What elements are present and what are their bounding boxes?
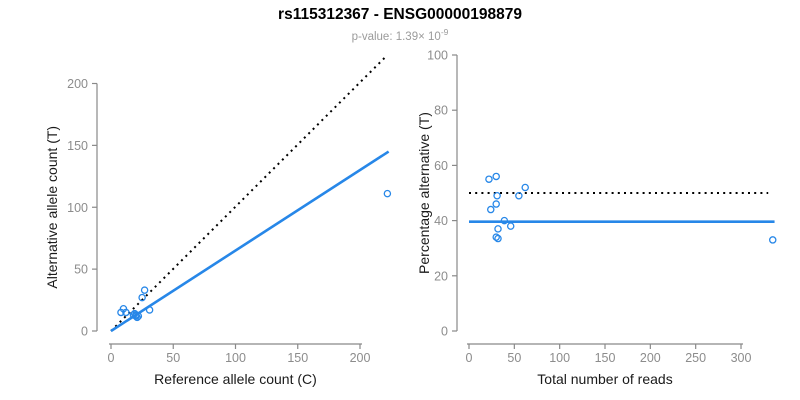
scatter-point — [140, 286, 149, 294]
y-tick-label: 20 — [434, 269, 448, 283]
percentage-alternative-panel: 0 20 40 60 80 100 0 50 100 150 200 250 300 Total numb… — [416, 49, 777, 387]
scatter-point — [383, 189, 392, 198]
figure-header: rs115312367 - ENSG00000198879 p-value: 1… — [0, 0, 800, 42]
y-tick-label: 40 — [434, 214, 448, 228]
scatter-point — [138, 293, 146, 302]
x-tick-label: 300 — [731, 351, 752, 365]
scatter-point — [768, 236, 777, 244]
x-axis-title: Reference allele count (C) — [154, 371, 317, 387]
scatter-point — [487, 205, 495, 214]
x-tick-label: 0 — [466, 351, 473, 365]
figure-subtitle: p-value: 1.39× 10-9 — [0, 27, 800, 43]
scatter-point — [145, 306, 154, 314]
scatter-point — [494, 234, 502, 243]
scatter-point — [122, 308, 130, 317]
y-axis-title: Alternative allele count (T) — [44, 126, 60, 289]
x-tick-label: 250 — [685, 351, 706, 365]
scatter-point — [134, 312, 143, 320]
scatter-point — [492, 200, 500, 208]
y-tick-label: 100 — [67, 201, 88, 215]
y-axis-title: Percentage alternative (T) — [416, 112, 432, 274]
identity-line — [110, 54, 389, 332]
x-tick-label: 150 — [287, 351, 308, 365]
y-tick-label: 60 — [434, 159, 448, 173]
pvalue-prefix: p-value: 1.39× — [351, 30, 429, 43]
y-tick-label: 0 — [81, 325, 88, 339]
pvalue-exponent: -9 — [440, 26, 449, 37]
y-tick-label: 100 — [427, 49, 448, 63]
x-tick-label: 150 — [595, 351, 616, 365]
scatter-point — [494, 225, 502, 233]
x-tick-label: 200 — [350, 351, 371, 365]
scatter-point — [500, 216, 509, 225]
y-tick-label: 80 — [434, 104, 448, 118]
scatter-point — [493, 192, 501, 200]
x-tick-label: 50 — [507, 351, 521, 365]
scatter-point — [485, 175, 493, 183]
allele-counts-panel: 0 50 100 150 200 0 50 100 150 200 Reference allele… — [44, 54, 392, 387]
scatter-point — [515, 192, 523, 200]
pvalue-base: 10 — [428, 30, 441, 43]
figure-title: rs115312367 - ENSG00000198879 — [278, 6, 522, 23]
scatter-point — [117, 308, 125, 317]
scatter-point — [521, 183, 529, 192]
x-tick-label: 50 — [166, 351, 180, 365]
x-tick-label: 100 — [549, 351, 570, 365]
x-axis-title: Total number of reads — [537, 371, 672, 387]
regression-line — [110, 150, 390, 333]
x-tick-label: 0 — [108, 351, 115, 365]
y-tick-label: 150 — [67, 139, 88, 153]
scatter-point — [133, 313, 141, 322]
scatter-point — [132, 312, 140, 320]
x-tick-label: 200 — [640, 351, 661, 365]
scatter-point — [492, 172, 500, 181]
y-tick-label: 50 — [74, 263, 88, 277]
scatter-point — [506, 222, 515, 230]
y-tick-label: 0 — [441, 325, 448, 339]
scatter-point — [492, 233, 500, 241]
x-tick-label: 100 — [225, 351, 246, 365]
y-tick-label: 200 — [67, 77, 88, 91]
